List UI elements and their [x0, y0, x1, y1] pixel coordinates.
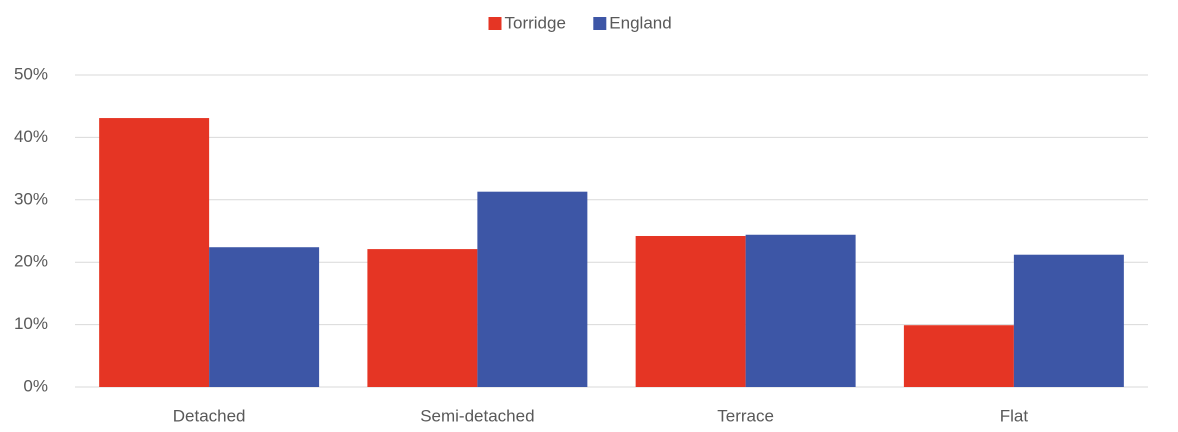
bar: [903, 325, 1014, 387]
y-tick-label: 20%: [14, 252, 48, 271]
bar: [635, 235, 746, 387]
legend-label: England: [609, 13, 671, 32]
x-tick-label: Flat: [1000, 406, 1029, 425]
bar: [209, 247, 320, 387]
y-tick-label: 0%: [23, 376, 48, 395]
bar: [367, 249, 478, 387]
y-tick-label: 40%: [14, 127, 48, 146]
legend-label: Torridge: [505, 13, 566, 32]
x-tick-label: Terrace: [717, 406, 774, 425]
x-tick-label: Detached: [173, 406, 246, 425]
legend-swatch: [488, 17, 502, 30]
bar: [1013, 254, 1124, 387]
x-tick-label: Semi-detached: [420, 406, 534, 425]
bar: [99, 118, 210, 387]
bar: [745, 234, 856, 387]
y-tick-label: 30%: [14, 189, 48, 208]
y-tick-label: 10%: [14, 314, 48, 333]
legend-swatch: [593, 17, 607, 30]
bar: [477, 191, 588, 387]
y-tick-label: 50%: [14, 64, 48, 83]
